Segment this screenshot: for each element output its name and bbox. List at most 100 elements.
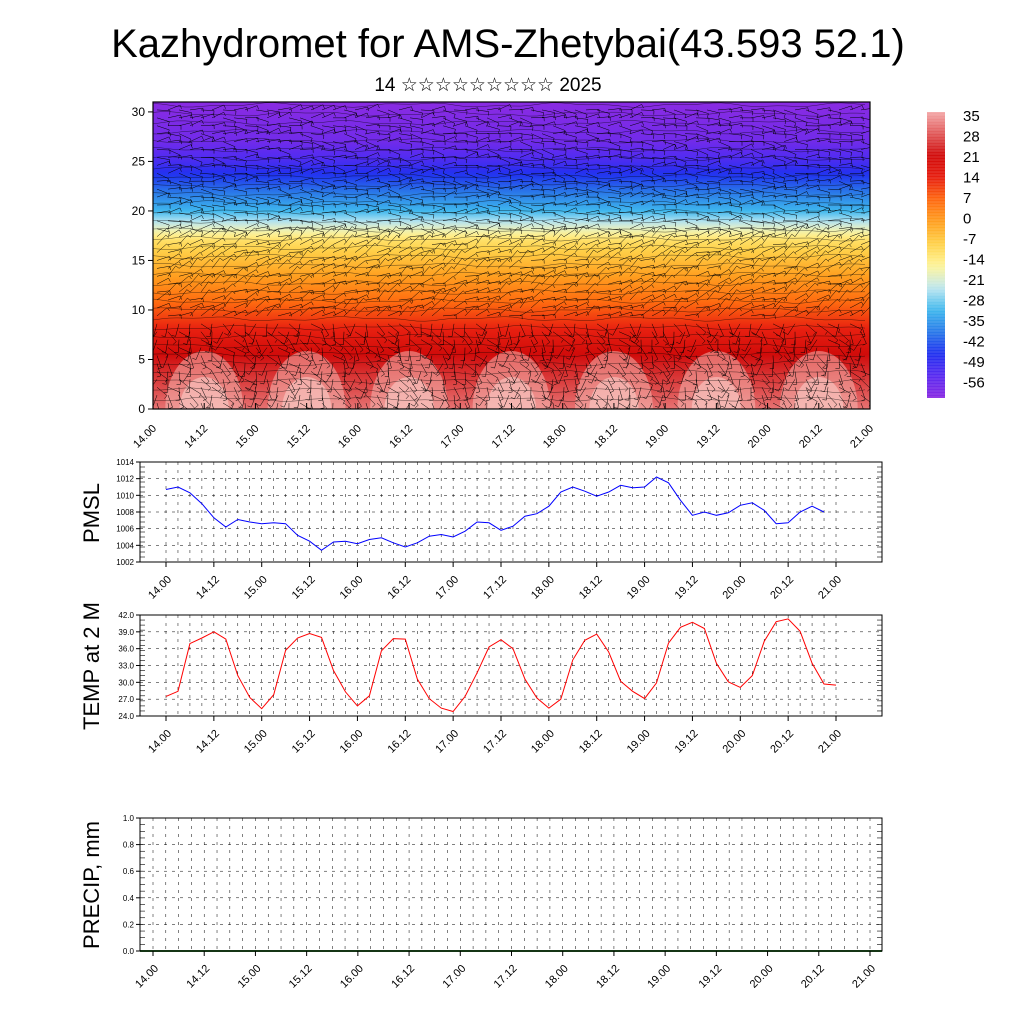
wind-barb	[188, 323, 191, 337]
wind-barb	[761, 234, 770, 245]
wind-barb-flag	[552, 138, 555, 143]
wind-barb-flag	[165, 354, 169, 359]
wind-barb	[750, 133, 764, 136]
wind-barb	[739, 133, 753, 138]
wind-barb	[772, 286, 786, 293]
wind-barb-flag	[311, 168, 314, 172]
wind-barb-flag	[727, 170, 731, 175]
wind-barb-flag	[187, 411, 189, 414]
wind-barb	[827, 209, 841, 214]
wind-barb	[508, 117, 522, 123]
wind-barb-flag	[850, 176, 852, 181]
wind-barb-flag	[344, 247, 347, 252]
wind-barb	[255, 299, 266, 309]
wind-barb	[211, 302, 224, 309]
wind-barb-flag	[541, 399, 546, 402]
wind-barb-flag	[774, 115, 776, 120]
wind-barb	[695, 270, 709, 277]
wind-barb-flag	[398, 409, 400, 413]
wind-barb	[167, 187, 181, 190]
wind-barb-flag	[641, 223, 644, 228]
wind-barb	[475, 219, 489, 222]
wind-barb	[167, 314, 181, 317]
wind-barb	[200, 371, 210, 382]
wind-barb	[629, 323, 636, 336]
wind-barb	[453, 203, 467, 206]
wind-barb	[442, 145, 456, 150]
wind-barb-flag	[737, 282, 742, 286]
wind-barb-flag	[608, 113, 610, 118]
wind-barb	[310, 282, 324, 285]
wind-barb	[233, 107, 247, 111]
wind-barb	[585, 355, 592, 368]
wind-barb-flag	[381, 334, 385, 337]
wind-barb-flag	[861, 207, 864, 212]
wind-barb-flag	[764, 398, 768, 401]
wind-barb-flag	[420, 252, 423, 257]
wind-barb-flag	[413, 382, 418, 384]
wind-barb-flag	[385, 235, 390, 239]
wind-barb-flag	[531, 183, 534, 188]
wind-barb	[211, 157, 224, 164]
wind-barb-flag	[708, 399, 712, 402]
wind-barb	[227, 323, 235, 336]
wind-barb	[541, 379, 554, 386]
wind-barb	[464, 238, 477, 245]
wind-barb-flag	[519, 359, 524, 362]
wind-barb	[816, 244, 828, 253]
wind-barb-flag	[675, 209, 677, 214]
wind-barb-flag	[641, 286, 644, 291]
wind-barb-flag	[235, 375, 240, 378]
wind-barb	[794, 191, 807, 198]
wind-barb-flag	[772, 129, 775, 134]
wind-barb-flag	[518, 243, 522, 247]
wind-barb-flag	[586, 199, 589, 204]
wind-barb-flag	[775, 334, 780, 337]
wind-barb	[156, 109, 171, 111]
wind-barb	[310, 402, 313, 409]
wind-barb	[750, 149, 764, 155]
wind-barb-flag	[221, 218, 224, 223]
wind-barb	[222, 290, 233, 301]
wind-barb-flag	[707, 340, 712, 343]
wind-barb-flag	[826, 360, 831, 362]
wind-barb-flag	[620, 121, 622, 126]
wind-barb-flag	[551, 154, 555, 159]
wind-barb	[479, 394, 488, 406]
wind-barb-flag	[499, 390, 504, 393]
wind-barb-flag	[475, 352, 480, 354]
wind-barb	[651, 363, 663, 372]
wind-barb	[343, 140, 357, 142]
wind-barb-flag	[640, 170, 643, 175]
wind-barb	[860, 281, 870, 285]
wind-barb-flag	[218, 388, 222, 392]
wind-barb	[651, 140, 666, 142]
wind-barb-flag	[611, 382, 615, 385]
wind-barb	[187, 347, 191, 361]
wind-barb	[211, 371, 219, 383]
wind-barb	[211, 295, 225, 301]
wind-barb-flag	[417, 348, 420, 352]
wind-barb	[607, 305, 621, 309]
wind-barb	[810, 331, 818, 344]
wind-barb	[463, 323, 466, 337]
wind-barb-flag	[347, 405, 352, 409]
wind-barb	[563, 220, 577, 225]
wind-barb	[530, 274, 540, 285]
wind-barb	[574, 290, 588, 293]
wind-barb	[497, 219, 512, 222]
wind-barb-flag	[458, 367, 463, 369]
wind-barb-flag	[277, 244, 281, 249]
wind-barb	[211, 212, 224, 219]
wind-barb-flag	[852, 398, 857, 401]
wind-barb	[464, 133, 478, 138]
wind-barb	[607, 387, 614, 400]
wind-barb	[508, 288, 522, 293]
wind-barb-flag	[817, 223, 820, 228]
wind-barb	[354, 281, 368, 285]
wind-barb	[816, 157, 831, 159]
wind-barb	[453, 402, 461, 409]
wind-barb	[552, 301, 565, 309]
wind-barb	[794, 299, 805, 309]
wind-barb-flag	[807, 341, 812, 344]
